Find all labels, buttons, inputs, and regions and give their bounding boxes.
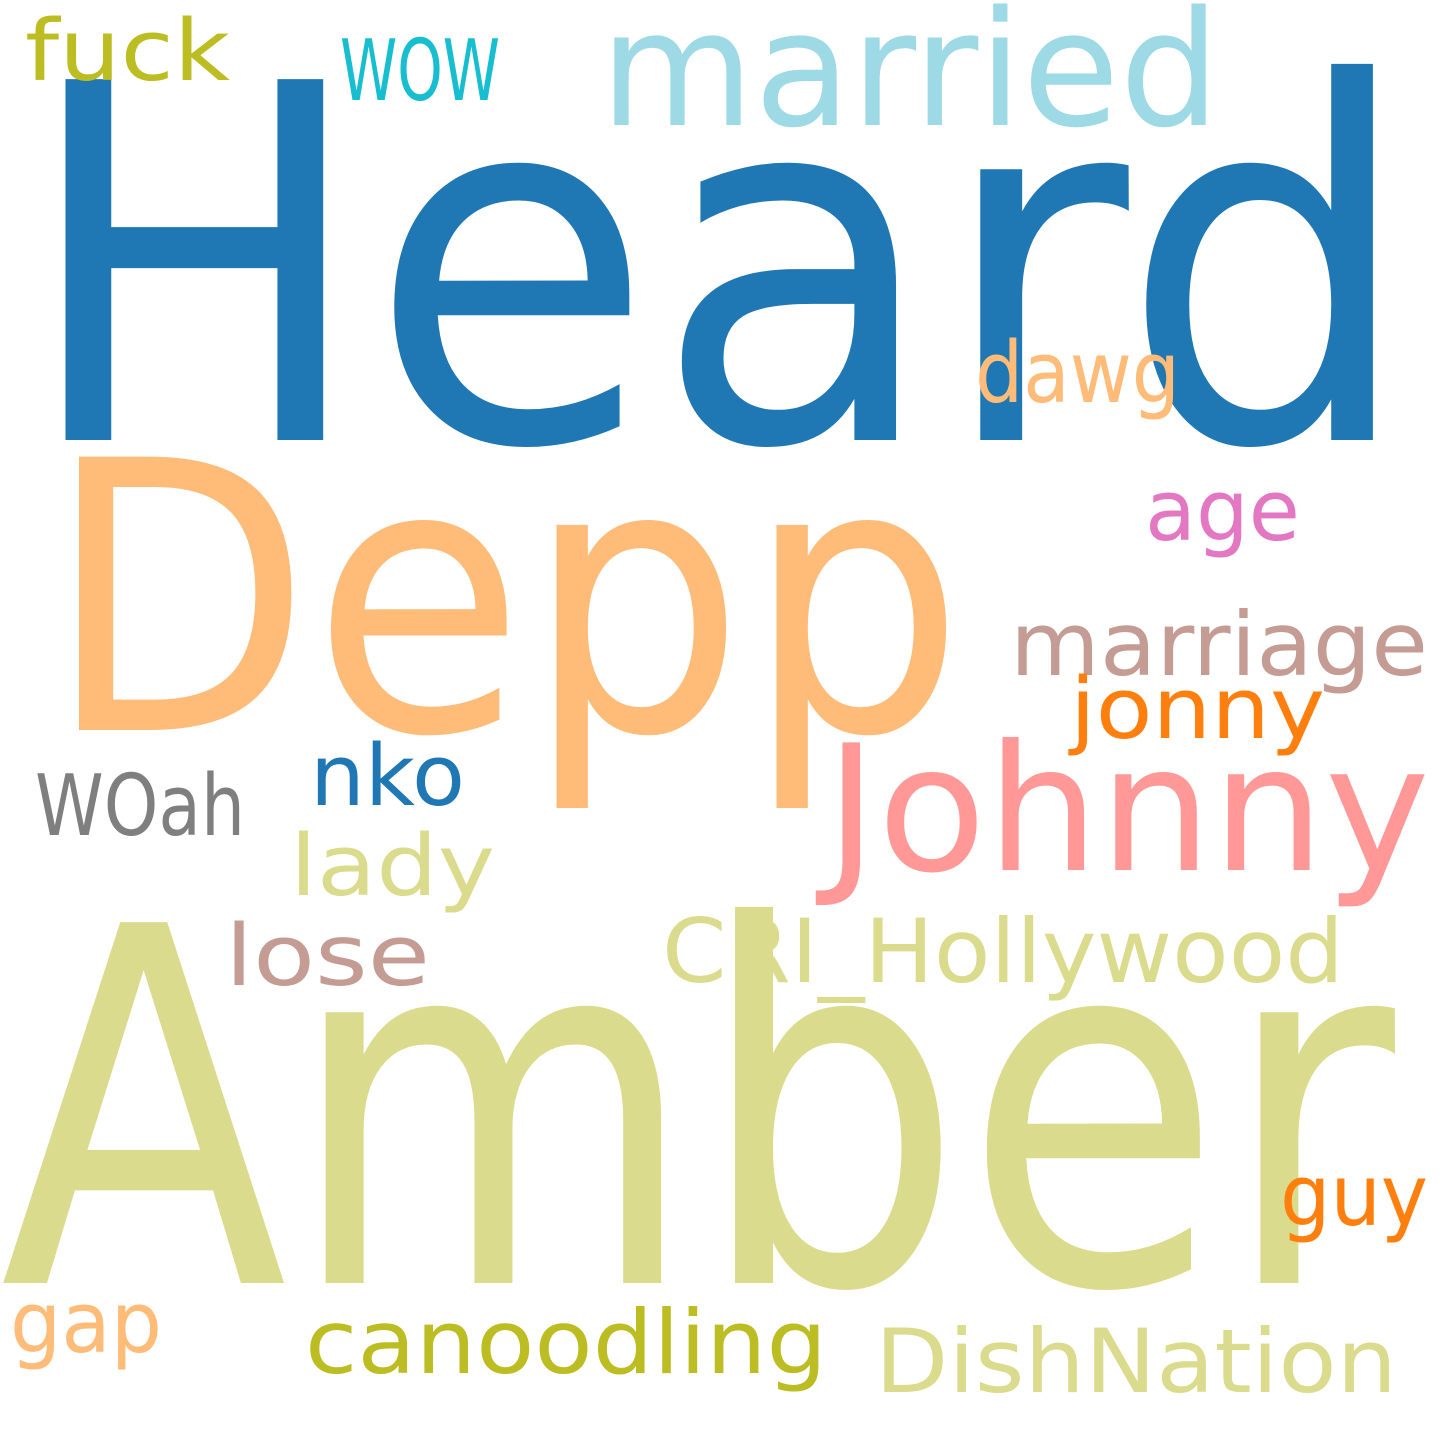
word-heard: Heard bbox=[20, 0, 1415, 557]
word-lady: lady bbox=[290, 817, 495, 916]
word-married: married bbox=[600, 0, 1220, 163]
word-wow: WOW bbox=[340, 22, 500, 121]
word-fuck: fuck bbox=[25, 2, 230, 101]
word-nko: nko bbox=[310, 727, 465, 826]
word-cri-hollywood: CRI_Hollywood bbox=[662, 900, 1344, 1003]
word-lose: lose bbox=[225, 907, 430, 1006]
word-dawg: dawg bbox=[975, 324, 1180, 423]
word-age: age bbox=[1145, 462, 1300, 561]
word-gap: gap bbox=[10, 1274, 162, 1373]
word-canoodling: canoodling bbox=[305, 1291, 827, 1394]
word-dishnation: DishNation bbox=[875, 1310, 1397, 1413]
word-amber: Amber bbox=[0, 824, 1400, 1400]
word-guy: guy bbox=[1280, 1147, 1428, 1246]
word-depp: Depp bbox=[45, 383, 965, 819]
word-johnny: Johnny bbox=[815, 709, 1430, 912]
word-woah: WOah bbox=[35, 757, 245, 856]
word-marriage: marriage bbox=[1010, 593, 1428, 696]
word-jonny: jonny bbox=[1068, 660, 1325, 759]
